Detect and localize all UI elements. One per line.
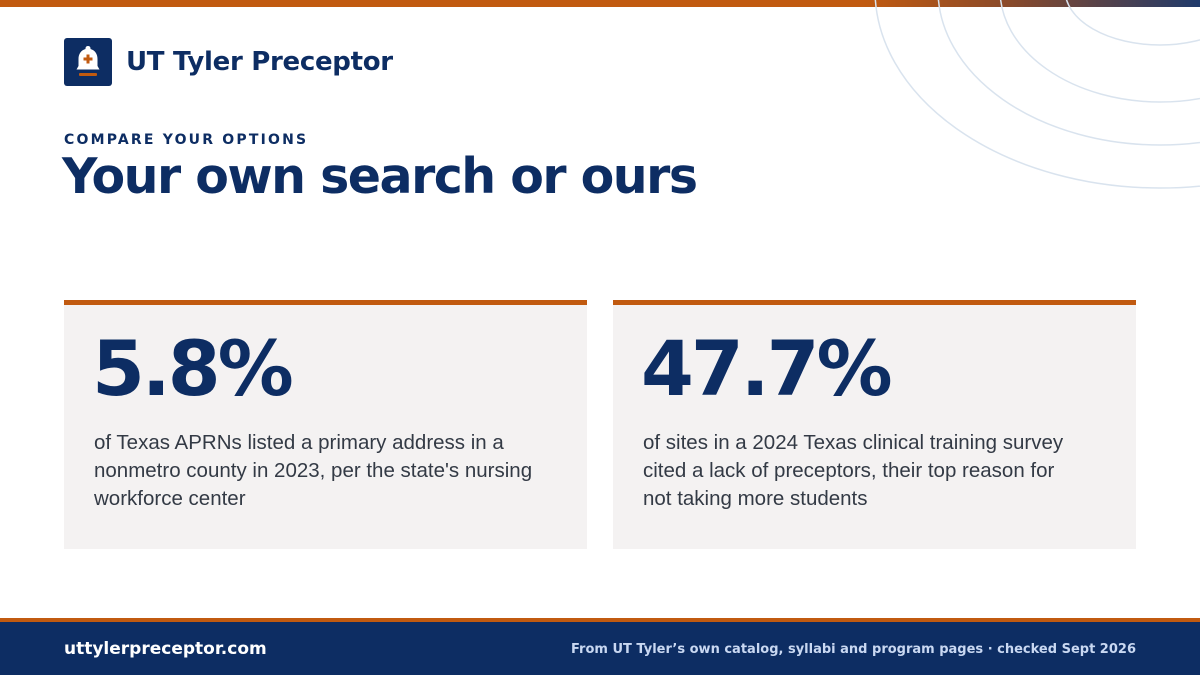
stat-description: of Texas APRNs listed a primary address … — [94, 431, 533, 510]
stat-card: 47.7% of sites in a 2024 Texas clinical … — [613, 300, 1136, 549]
footer-url-link[interactable]: uttylerpreceptor.com — [64, 639, 267, 659]
footer-source-note: From UT Tyler’s own catalog, syllabi and… — [570, 642, 1136, 657]
page-title: Your own search or ours — [62, 148, 698, 205]
stat-description: of sites in a 2024 Texas clinical traini… — [643, 431, 1064, 510]
brand-name: UT Tyler Preceptor — [126, 47, 393, 77]
section-eyebrow: COMPARE YOUR OPTIONS — [64, 132, 309, 148]
stat-card: 5.8% of Texas APRNs listed a primary add… — [64, 300, 587, 549]
brand-header[interactable]: UT Tyler Preceptor — [64, 38, 393, 86]
bell-with-cross-icon — [64, 38, 112, 86]
decorative-rings — [874, 0, 1200, 189]
footer-bar: uttylerpreceptor.com From UT Tyler’s own… — [0, 618, 1200, 675]
top-accent-bar — [0, 0, 1200, 7]
stat-value: 47.7% — [641, 324, 893, 413]
stat-value: 5.8% — [92, 324, 294, 413]
